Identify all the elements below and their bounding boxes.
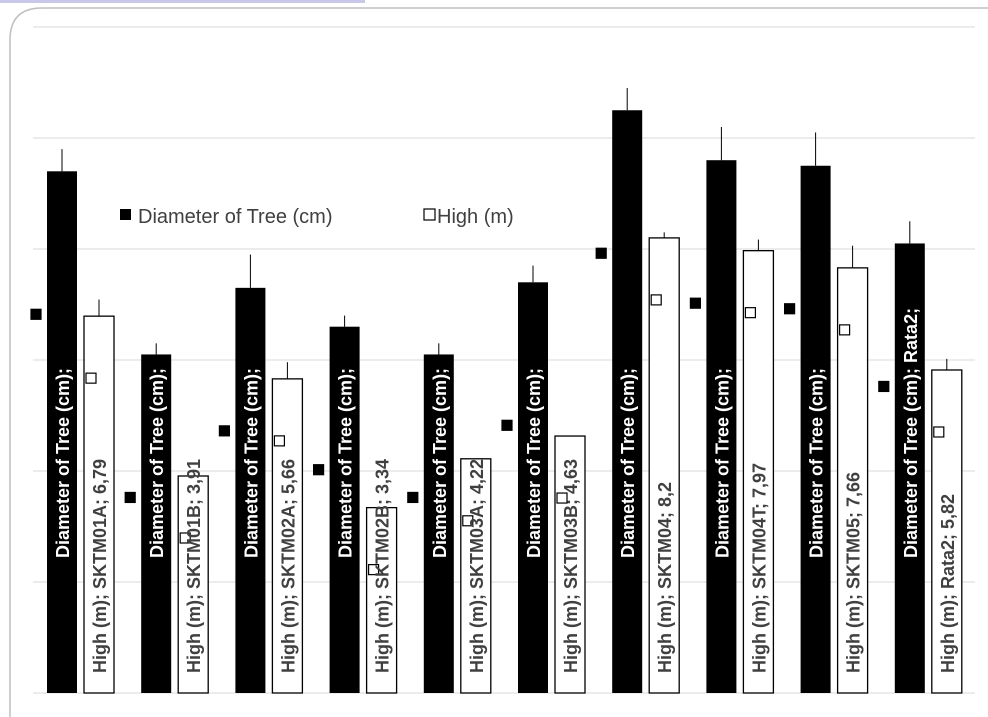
- legend-key-high: [556, 492, 568, 504]
- bar-diameter: [329, 326, 360, 693]
- data-label-diameter: Diameter of Tree (cm);: [430, 368, 450, 558]
- legend-swatch-diameter: [120, 209, 131, 220]
- legend-key-high: [838, 324, 851, 336]
- legend-label-high: High (m): [437, 206, 514, 228]
- data-label-high: High (m); SKTM03B; 4,63: [561, 459, 581, 673]
- bar-diameter: [706, 160, 737, 693]
- legend-key-diameter: [501, 419, 513, 431]
- data-label-diameter: Diameter of Tree (cm);: [53, 368, 73, 558]
- data-label-diameter: Diameter of Tree (cm);: [618, 368, 638, 558]
- data-label-diameter: Diameter of Tree (cm);: [807, 368, 827, 558]
- bar-high: [460, 458, 492, 694]
- legend-key-diameter: [218, 425, 230, 437]
- bar-diameter: [894, 243, 925, 693]
- legend-key-high: [368, 564, 380, 576]
- data-label-high: High (m); SKTM03A; 4,22: [467, 459, 487, 673]
- bar-diameter: [235, 287, 266, 693]
- legend-key-diameter: [30, 308, 42, 320]
- legend-key-diameter: [878, 380, 890, 393]
- data-label-high: High (m); SKTM01B; 3,91: [184, 459, 204, 673]
- legend-key-high: [744, 307, 757, 319]
- legend-key-high: [179, 532, 191, 544]
- bar-high: [554, 435, 586, 694]
- legend-key-markers: [30, 247, 945, 576]
- bar-high: [177, 475, 209, 694]
- legend-key-high: [273, 435, 285, 447]
- legend-key-diameter: [689, 297, 702, 309]
- legend-key-high: [933, 426, 945, 438]
- data-label-diameter: Diameter of Tree (cm);: [336, 368, 356, 558]
- legend-key-diameter: [407, 491, 419, 504]
- data-label-high: High (m); Rata2; 5,82: [938, 494, 958, 673]
- legend-key-high: [462, 515, 474, 527]
- legend-key-high: [85, 372, 97, 384]
- legend-label-diameter: Diameter of Tree (cm): [138, 206, 332, 228]
- legend: Diameter of Tree (cm) High (m): [120, 206, 514, 228]
- data-label-diameter: Diameter of Tree (cm);: [147, 368, 167, 558]
- legend-key-diameter: [783, 303, 796, 315]
- data-label-diameter: Diameter of Tree (cm); Rata2;: [901, 308, 921, 558]
- data-label-diameter: Diameter of Tree (cm);: [712, 368, 732, 558]
- bar-high: [836, 267, 869, 694]
- data-label-high: High (m); SKTM04; 8,2: [655, 482, 675, 673]
- bar-diameter: [423, 354, 454, 693]
- data-label-diameter: Diameter of Tree (cm);: [241, 368, 261, 558]
- bar-diameter: [612, 110, 643, 693]
- legend-swatch-high: [423, 208, 436, 221]
- gridlines: [33, 26, 975, 694]
- legend-key-diameter: [124, 491, 136, 504]
- bar-diameter: [141, 354, 172, 693]
- bar-high: [271, 378, 304, 694]
- bar-high: [365, 506, 398, 694]
- bar-diameter: [518, 282, 548, 693]
- data-label-high: High (m); SKTM05; 7,66: [844, 472, 864, 673]
- data-label-high: High (m); SKTM01A; 6,79: [90, 459, 110, 673]
- bar-diameter: [800, 165, 831, 693]
- bar-high: [931, 369, 963, 694]
- bar-high: [742, 250, 775, 694]
- legend-key-diameter: [595, 247, 607, 259]
- data-label-high: High (m); SKTM02B; 3,34: [373, 459, 393, 673]
- legend-key-high: [650, 294, 662, 306]
- data-label-high: High (m); SKTM02A; 5,66: [278, 459, 298, 673]
- legend-key-diameter: [313, 464, 325, 476]
- data-labels: Diameter of Tree (cm); High (m); SKTM01A;…: [53, 308, 958, 673]
- data-label-high: High (m); SKTM04T; 7,97: [749, 463, 769, 673]
- data-label-diameter: Diameter of Tree (cm);: [524, 368, 544, 558]
- bar-diameter: [47, 171, 77, 694]
